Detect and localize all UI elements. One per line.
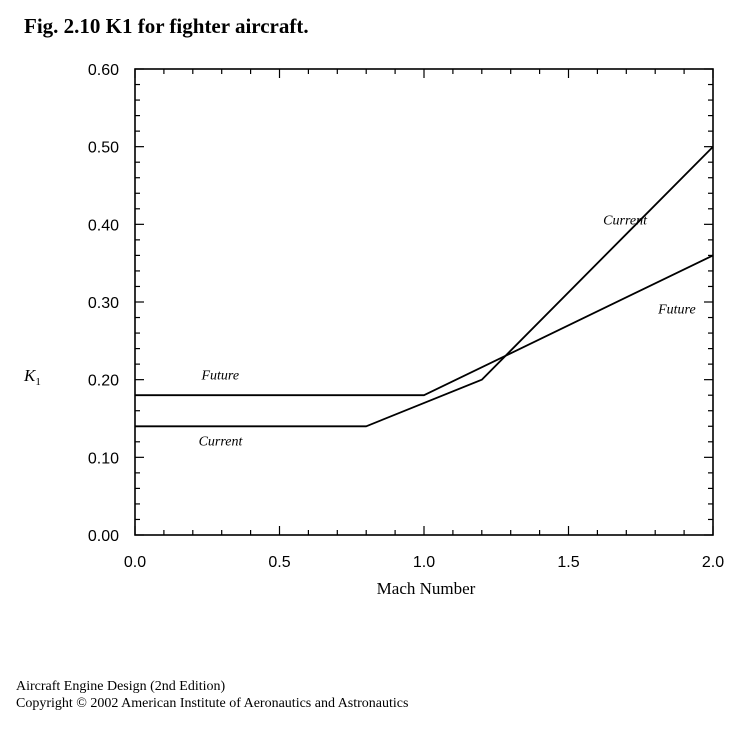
x-tick-label: 2.0 xyxy=(702,554,724,571)
y-tick-label: 0.10 xyxy=(88,450,119,467)
y-tick-labels: 0.00 0.10 0.20 0.30 0.40 0.50 0.60 xyxy=(88,62,119,545)
y-tick-label: 0.00 xyxy=(88,528,119,545)
y-tick-label: 0.50 xyxy=(88,140,119,157)
x-axis-title: Mach Number xyxy=(377,579,476,598)
footer: Aircraft Engine Design (2nd Edition) Cop… xyxy=(16,678,408,712)
figure-title: Fig. 2.10 K1 for fighter aircraft. xyxy=(24,14,309,38)
x-tick-label: 0.0 xyxy=(124,554,146,571)
series-annotation-current: Current xyxy=(199,435,244,450)
y-tick-label: 0.20 xyxy=(88,373,119,390)
y-axis-title: K1 xyxy=(23,366,41,388)
series-annotation-future: Future xyxy=(200,369,239,384)
y-tick-label: 0.40 xyxy=(88,217,119,234)
series-line-current xyxy=(135,146,714,428)
y-axis-title-main: K xyxy=(23,366,37,385)
x-tick-label: 1.0 xyxy=(413,554,435,571)
k1-chart: 0.0 0.5 1.0 1.5 2.0 0.00 0.10 0.20 0.30 0.40 0.50… xyxy=(23,62,724,598)
y-axis-title-subscript: 1 xyxy=(35,376,41,388)
series-lines xyxy=(135,146,714,428)
x-tick-labels: 0.0 0.5 1.0 1.5 2.0 xyxy=(124,554,724,571)
series-annotation-future: Future xyxy=(657,303,696,318)
footer-book-title: Aircraft Engine Design (2nd Edition) xyxy=(16,679,226,694)
tick-marks xyxy=(134,68,714,536)
footer-copyright: Copyright © 2002 American Institute of A… xyxy=(16,696,409,711)
x-tick-label: 1.5 xyxy=(557,554,579,571)
plot-frame xyxy=(134,68,714,536)
series-annotations: Future Current Current Future xyxy=(199,213,696,449)
series-line-future xyxy=(135,254,714,397)
y-tick-label: 0.30 xyxy=(88,295,119,312)
series-annotation-current: Current xyxy=(603,213,648,228)
x-tick-label: 0.5 xyxy=(268,554,290,571)
y-tick-label: 0.60 xyxy=(88,62,119,79)
